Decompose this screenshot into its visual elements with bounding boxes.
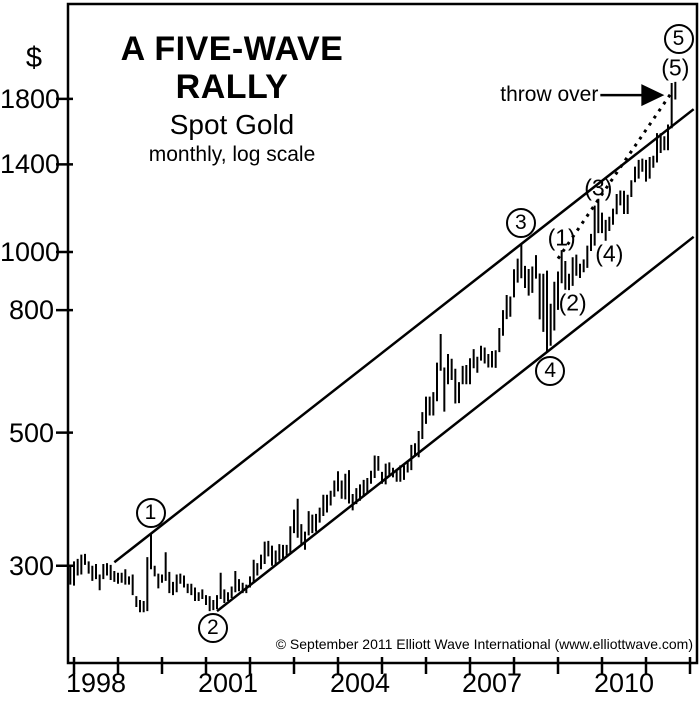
- arrow-head: [641, 84, 665, 107]
- throw-over-arrow: [600, 84, 665, 107]
- wave-five-dotted-line: [556, 91, 673, 260]
- upper-channel-line: [113, 108, 695, 564]
- plot-frame-and-ticks: [56, 2, 699, 674]
- chart-subtitle: Spot Gold: [169, 109, 295, 141]
- chart-title: A FIVE-WAVE RALLY: [120, 30, 344, 107]
- y-axis-unit-label: $: [25, 42, 43, 74]
- copyright-notice: © September 2011 Elliott Wave Internatio…: [275, 636, 693, 652]
- trend-channel-lines: [113, 91, 695, 613]
- price-bars-path: [69, 81, 677, 613]
- title-block: A FIVE-WAVE RALLY Spot Gold monthly, log…: [80, 30, 384, 167]
- chart-scale-note: monthly, log scale: [148, 143, 316, 167]
- monthly-price-bars: [69, 81, 677, 613]
- lower-channel-line: [216, 235, 695, 613]
